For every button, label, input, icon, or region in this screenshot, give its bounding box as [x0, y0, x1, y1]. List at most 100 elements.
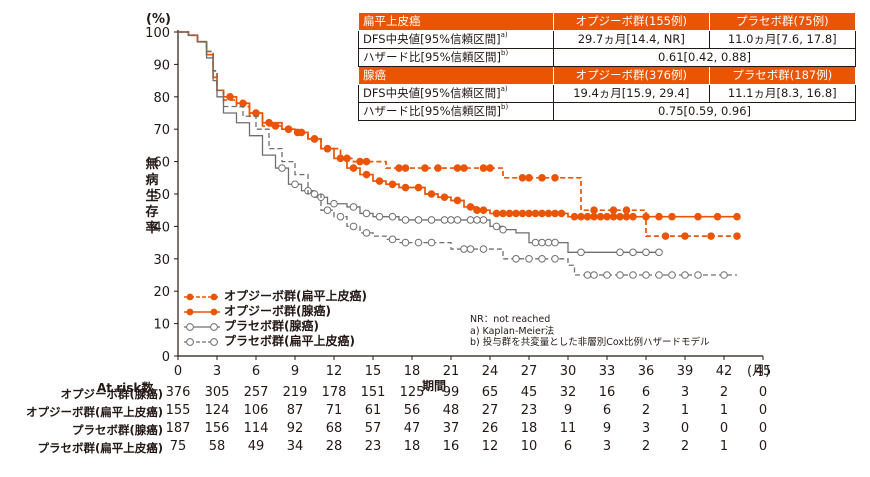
censor-mark [551, 238, 559, 247]
y-tick-label: 20 [153, 285, 170, 300]
censor-mark [518, 174, 527, 182]
adeno-placebo-header: プラセボ群(187例) [708, 66, 857, 85]
squamous-dfs-label: DFS中央値[95%信頼区間]a) [358, 30, 554, 49]
legend-item: オプジーボ群(扁平上皮癌) [184, 289, 367, 304]
censor-mark [590, 271, 598, 279]
censor-mark [583, 271, 592, 279]
legend-swatch-gray-solid [184, 322, 220, 331]
at-risk-value: 11 [559, 421, 577, 436]
censor-mark [655, 271, 663, 279]
censor-mark [297, 128, 306, 137]
censor-mark [427, 190, 436, 198]
at-risk-value: 2 [641, 403, 651, 418]
censor-mark [362, 170, 371, 179]
legend: オプジーボ群(扁平上皮癌) オプジーボ群(腺癌) プラセボ群(腺癌) プラセボ群… [184, 289, 367, 349]
censor-mark [616, 248, 624, 257]
at-risk-row-label: プラセボ群(腺癌) [71, 423, 163, 437]
footnote-a: a) Kaplan-Meier法 [470, 325, 555, 337]
series-0 [178, 31, 741, 240]
adeno-placebo-dfs: 11.1ヵ月[8.3, 16.8] [708, 84, 857, 103]
at-risk-value: 124 [204, 403, 230, 418]
censor-mark [278, 164, 286, 172]
censor-mark [681, 271, 689, 279]
at-risk-value: 1 [680, 403, 690, 418]
censor-mark [577, 248, 585, 257]
at-risk-value: 2 [680, 439, 690, 454]
censor-mark [531, 238, 540, 247]
censor-mark [583, 212, 592, 221]
censor-mark [395, 164, 403, 172]
at-risk-value: 2 [719, 385, 729, 400]
at-risk-value: 219 [282, 385, 308, 400]
censor-mark [642, 248, 650, 257]
censor-mark [616, 212, 624, 221]
at-risk-value: 28 [325, 439, 343, 454]
censor-mark [525, 174, 533, 182]
at-risk-value: 26 [481, 421, 499, 436]
dfs-label-text: DFS中央値[95%信頼区間] [363, 32, 501, 46]
at-risk-value: 18 [403, 439, 421, 454]
at-risk-value: 151 [360, 385, 386, 400]
censor-mark [661, 232, 670, 240]
at-risk-value: 178 [321, 385, 347, 400]
y-tick-label: 10 [153, 318, 170, 333]
summary-table: 扁平上皮癌 オプジーボ群(155例) プラセボ群(75例) DFS中央値[95%… [358, 12, 857, 121]
at-risk-value: 155 [165, 403, 191, 418]
squamous-dfs-row: DFS中央値[95%信頼区間]a) 29.7ヵ月[14.4, NR] 11.0ヵ… [358, 30, 857, 49]
censor-mark [577, 212, 585, 221]
censor-mark [388, 212, 397, 221]
censor-mark [707, 232, 715, 240]
censor-mark [531, 209, 540, 218]
squamous-hr-label: ハザード比[95%信頼区間]b) [358, 48, 554, 67]
at-risk-value: 1 [719, 439, 729, 454]
x-tick-label: 36 [638, 364, 655, 379]
x-axis-label: 期間 [422, 378, 446, 393]
at-risk-value: 61 [364, 403, 382, 418]
at-risk-value: 156 [204, 421, 230, 436]
censor-mark [362, 209, 371, 218]
x-tick-label: 9 [291, 364, 299, 379]
squamous-hr-value: 0.61[0.42, 0.88] [553, 48, 856, 67]
adeno-opdivo-header: オプジーボ群(376例) [553, 66, 710, 85]
censor-mark [447, 216, 455, 224]
censor-mark [570, 212, 579, 221]
x-tick-label: 3 [213, 364, 221, 379]
y-axis-label-char: 存 [145, 204, 158, 220]
at-risk-value: 1 [719, 403, 729, 418]
censor-mark [733, 212, 741, 221]
y-tick-label: 0 [162, 350, 170, 365]
censor-mark [590, 206, 598, 214]
x-tick-label: 21 [443, 364, 460, 379]
censor-mark [401, 216, 410, 224]
series-line [178, 31, 737, 276]
squamous-opdivo-header: オプジーボ群(155例) [553, 12, 710, 31]
footnote-a-mark: a) [500, 31, 508, 39]
censor-mark [551, 209, 559, 218]
at-risk-value: 6 [641, 385, 651, 400]
hr-label-text: ハザード比[95%信頼区間] [363, 104, 502, 118]
at-risk-value: 9 [563, 403, 573, 418]
at-risk-value: 0 [719, 421, 729, 436]
censor-mark [434, 164, 442, 172]
legend-item: オプジーボ群(腺癌) [184, 304, 367, 319]
at-risk-value: 9 [602, 421, 612, 436]
censor-mark [401, 164, 410, 172]
censor-mark [226, 93, 234, 101]
adeno-hr-value: 0.75[0.59, 0.96] [553, 102, 856, 121]
censor-mark [440, 216, 449, 224]
censor-mark [603, 212, 611, 221]
legend-label: オプジーボ群(腺癌) [224, 304, 331, 318]
y-axis-label-char: 率 [145, 220, 158, 236]
y-tick-label: 90 [153, 58, 170, 73]
at-risk-value: 16 [598, 385, 616, 400]
censor-mark [551, 254, 559, 263]
censor-mark [557, 209, 566, 218]
censor-mark [252, 109, 260, 117]
y-axis-label-char: 病 [145, 172, 158, 188]
at-risk-value: 48 [442, 403, 460, 418]
at-risk-value: 3 [641, 421, 651, 436]
adeno-hr-row: ハザード比[95%信頼区間]b) 0.75[0.59, 0.96] [358, 102, 856, 121]
censor-mark [499, 225, 507, 234]
censor-mark [492, 209, 501, 218]
